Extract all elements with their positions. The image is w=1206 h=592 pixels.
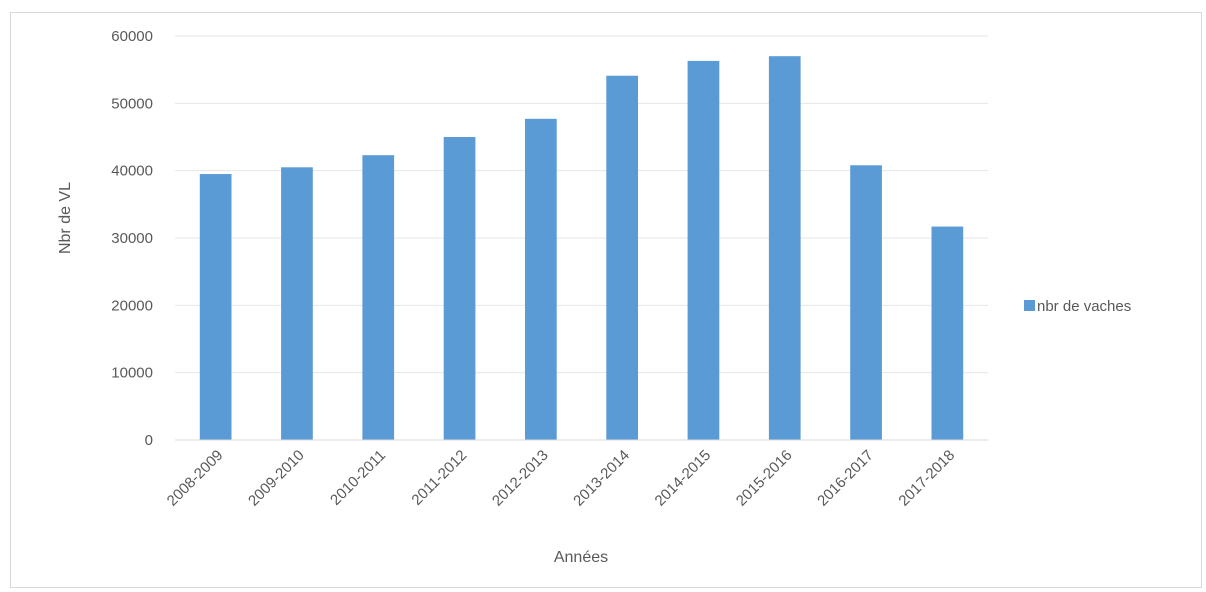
bar	[687, 60, 720, 441]
bar	[931, 226, 964, 440]
legend-swatch	[1024, 300, 1035, 311]
y-tick-label: 10000	[111, 365, 153, 382]
y-tick-label: 60000	[111, 28, 153, 45]
y-tick-label: 0	[145, 432, 153, 449]
x-axis-label: Années	[554, 549, 608, 566]
x-tick-label: 2010-2011	[327, 447, 389, 509]
x-tick-label: 2011-2012	[408, 447, 470, 509]
bars	[199, 56, 964, 441]
bar	[850, 165, 882, 440]
x-axis-ticks: 2008-2009 2009-2010 2010-2011 2011-2012 2012…	[164, 447, 958, 510]
y-tick-label: 30000	[111, 230, 153, 247]
legend: nbr de vaches	[1024, 298, 1131, 315]
bar	[443, 137, 476, 440]
x-tick-label: 2012-2013	[489, 447, 552, 510]
y-axis-ticks: 0 10000 20000 30000 40000 50000 60000	[111, 28, 153, 449]
y-tick-label: 50000	[111, 95, 153, 112]
y-tick-label: 20000	[111, 297, 153, 314]
y-axis-label: Nbr de VL	[57, 182, 74, 254]
bar	[362, 155, 395, 440]
x-tick-label: 2017-2018	[895, 447, 958, 510]
bar	[524, 118, 557, 440]
x-tick-label: 2008-2009	[164, 447, 227, 510]
x-tick-label: 2014-2015	[652, 447, 715, 510]
bar	[768, 56, 801, 440]
bar	[199, 174, 232, 441]
x-tick-label: 2016-2017	[814, 447, 877, 510]
y-tick-label: 40000	[111, 163, 153, 180]
bar	[281, 167, 313, 441]
legend-label: nbr de vaches	[1037, 298, 1131, 315]
x-tick-label: 2009-2010	[245, 447, 308, 510]
bar	[606, 75, 639, 440]
x-tick-label: 2013-2014	[570, 447, 633, 510]
x-tick-label: 2015-2016	[733, 447, 796, 510]
